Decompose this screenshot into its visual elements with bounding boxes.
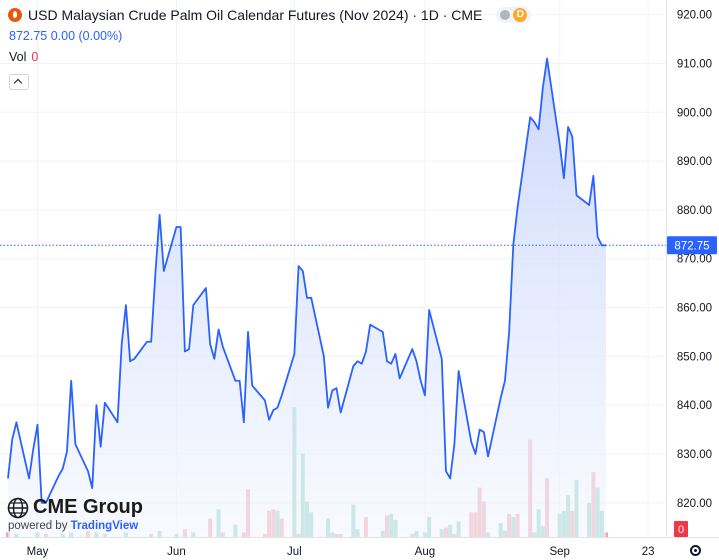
market-status-pill[interactable]: D — [496, 7, 532, 23]
symbol-flag-icon — [8, 8, 22, 22]
x-tick-label: Jul — [287, 546, 302, 558]
x-tick-label: Jun — [167, 546, 186, 558]
price-quote: 872.75 0.00 (0.00%) — [9, 29, 123, 43]
volume-value: 0 — [31, 50, 39, 64]
y-tick-label: 880.00 — [677, 205, 712, 217]
x-tick-label: Sep — [549, 546, 569, 558]
cme-globe-icon — [7, 497, 29, 518]
tradingview-brand: TradingView — [70, 520, 139, 532]
last-price-tag-label: 872.75 — [674, 240, 709, 252]
y-tick-label: 900.00 — [677, 107, 712, 119]
x-tick-label: 23 — [642, 546, 655, 558]
last-price-tag — [667, 236, 717, 255]
cme-logo: CME Group powered by TradingView — [7, 496, 143, 532]
delayed-badge: D — [513, 8, 528, 22]
y-tick-label: 890.00 — [677, 156, 712, 168]
y-tick-label: 870.00 — [677, 254, 712, 266]
chart-header: USD Malaysian Crude Palm Oil Calendar Fu… — [8, 7, 532, 23]
settings-gear-icon[interactable] — [690, 545, 701, 556]
chart-title: USD Malaysian Crude Palm Oil Calendar Fu… — [28, 7, 483, 23]
y-tick-label: 820.00 — [677, 498, 712, 510]
volume-tag — [674, 521, 688, 537]
volume-tag-label: 0 — [678, 524, 684, 536]
y-tick-label: 860.00 — [677, 303, 712, 315]
y-tick-label: 830.00 — [677, 449, 712, 461]
volume-legend: Vol 0 — [9, 50, 38, 64]
status-dot-icon — [500, 10, 511, 20]
y-tick-label: 850.00 — [677, 351, 712, 363]
y-tick-label: 840.00 — [677, 400, 712, 412]
collapse-legend-button[interactable] — [9, 74, 29, 90]
x-tick-label: Aug — [415, 546, 435, 558]
volume-label: Vol — [9, 50, 27, 64]
y-tick-label: 910.00 — [677, 58, 712, 70]
cme-brand: CME Group — [33, 496, 143, 518]
powered-by: powered by — [8, 520, 68, 532]
x-tick-label: May — [27, 546, 49, 558]
price-line — [7, 57, 606, 504]
y-tick-label: 920.00 — [677, 10, 712, 22]
